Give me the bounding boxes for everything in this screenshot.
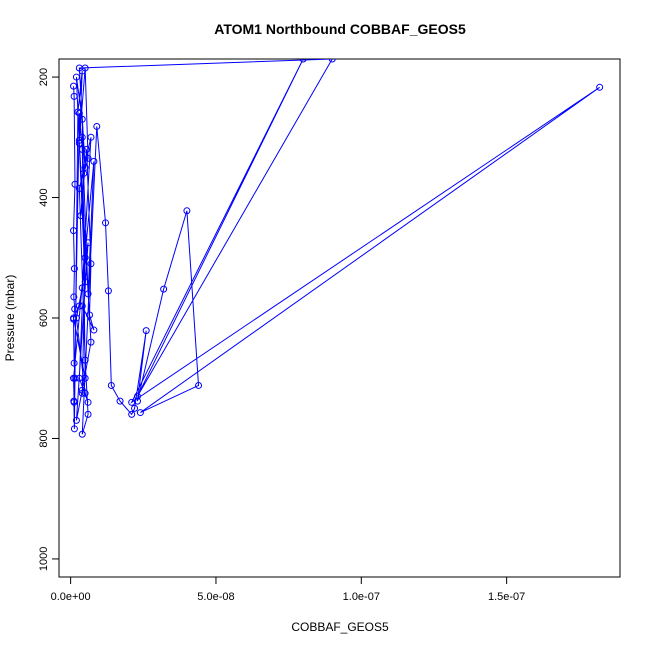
- data-point: [107, 381, 115, 389]
- y-tick-label: 200: [38, 68, 50, 86]
- data-point: [596, 83, 604, 91]
- data-point: [75, 64, 83, 72]
- data-point: [81, 254, 89, 262]
- data-point: [78, 115, 86, 123]
- data-point: [86, 311, 94, 319]
- data-point: [87, 260, 95, 268]
- series-layer: [70, 59, 604, 438]
- data-point: [72, 314, 80, 322]
- data-point: [70, 293, 78, 301]
- data-point: [84, 290, 92, 298]
- y-tick-label: 1000: [38, 547, 50, 571]
- data-point: [102, 219, 110, 227]
- data-point: [183, 207, 191, 215]
- data-point: [84, 410, 92, 418]
- data-point: [70, 359, 78, 367]
- data-point: [93, 122, 101, 130]
- x-tick-label: 1.5e-07: [488, 591, 525, 603]
- y-axis-label: Pressure (mbar): [3, 275, 17, 362]
- data-point: [160, 285, 168, 293]
- data-point: [81, 374, 89, 382]
- x-tick-label: 1.0e-07: [343, 591, 380, 603]
- data-point: [75, 109, 83, 117]
- data-point: [78, 302, 86, 310]
- data-point: [77, 212, 85, 220]
- data-point: [90, 157, 98, 165]
- data-point: [116, 397, 124, 405]
- data-point: [128, 410, 136, 418]
- data-point: [70, 374, 78, 382]
- y-tick-label: 400: [38, 188, 50, 206]
- data-point: [70, 227, 78, 235]
- series-line: [73, 59, 600, 435]
- data-point: [75, 302, 83, 310]
- data-point: [87, 338, 95, 346]
- data-point: [299, 59, 307, 63]
- data-point: [71, 180, 79, 188]
- data-point: [78, 284, 86, 292]
- data-point: [142, 327, 150, 335]
- data-point: [70, 82, 78, 90]
- data-point: [78, 386, 86, 394]
- data-point: [72, 73, 80, 81]
- x-axis-label: COBBAF_GEOS5: [291, 620, 389, 634]
- y-axis: 200 400 600 800 1000: [38, 68, 60, 571]
- data-point: [328, 59, 336, 63]
- data-point: [90, 326, 98, 334]
- data-point: [87, 133, 95, 141]
- chart-title: ATOM1 Northbound COBBAF_GEOS5: [214, 21, 466, 37]
- data-point: [133, 392, 141, 400]
- data-point: [128, 398, 136, 406]
- x-tick-label: 0.0e+00: [51, 591, 91, 603]
- data-point: [78, 145, 86, 153]
- data-point: [75, 185, 83, 192]
- data-point: [72, 416, 80, 424]
- data-point: [78, 430, 86, 438]
- data-point: [104, 287, 112, 295]
- y-tick-label: 600: [38, 309, 50, 327]
- data-point: [81, 163, 89, 171]
- data-point: [70, 314, 78, 322]
- data-point: [84, 398, 92, 406]
- data-point: [84, 239, 92, 247]
- data-point: [136, 409, 144, 417]
- data-point: [78, 133, 86, 141]
- y-tick-label: 800: [38, 429, 50, 447]
- data-point: [84, 154, 92, 162]
- plot-frame: [58, 58, 621, 578]
- data-point: [195, 381, 203, 389]
- data-point: [75, 139, 83, 147]
- data-point: [70, 92, 78, 100]
- data-point: [83, 145, 91, 153]
- data-point: [81, 278, 89, 286]
- data-point: [81, 356, 89, 364]
- data-point: [70, 265, 78, 273]
- data-point: [70, 398, 78, 406]
- data-point: [70, 425, 78, 433]
- data-point: [74, 108, 82, 116]
- data-point: [131, 404, 139, 412]
- x-tick-label: 5.0e-08: [197, 591, 234, 603]
- data-point: [78, 389, 86, 397]
- x-axis: 0.0e+00 5.0e-08 1.0e-07 1.5e-07: [51, 576, 525, 603]
